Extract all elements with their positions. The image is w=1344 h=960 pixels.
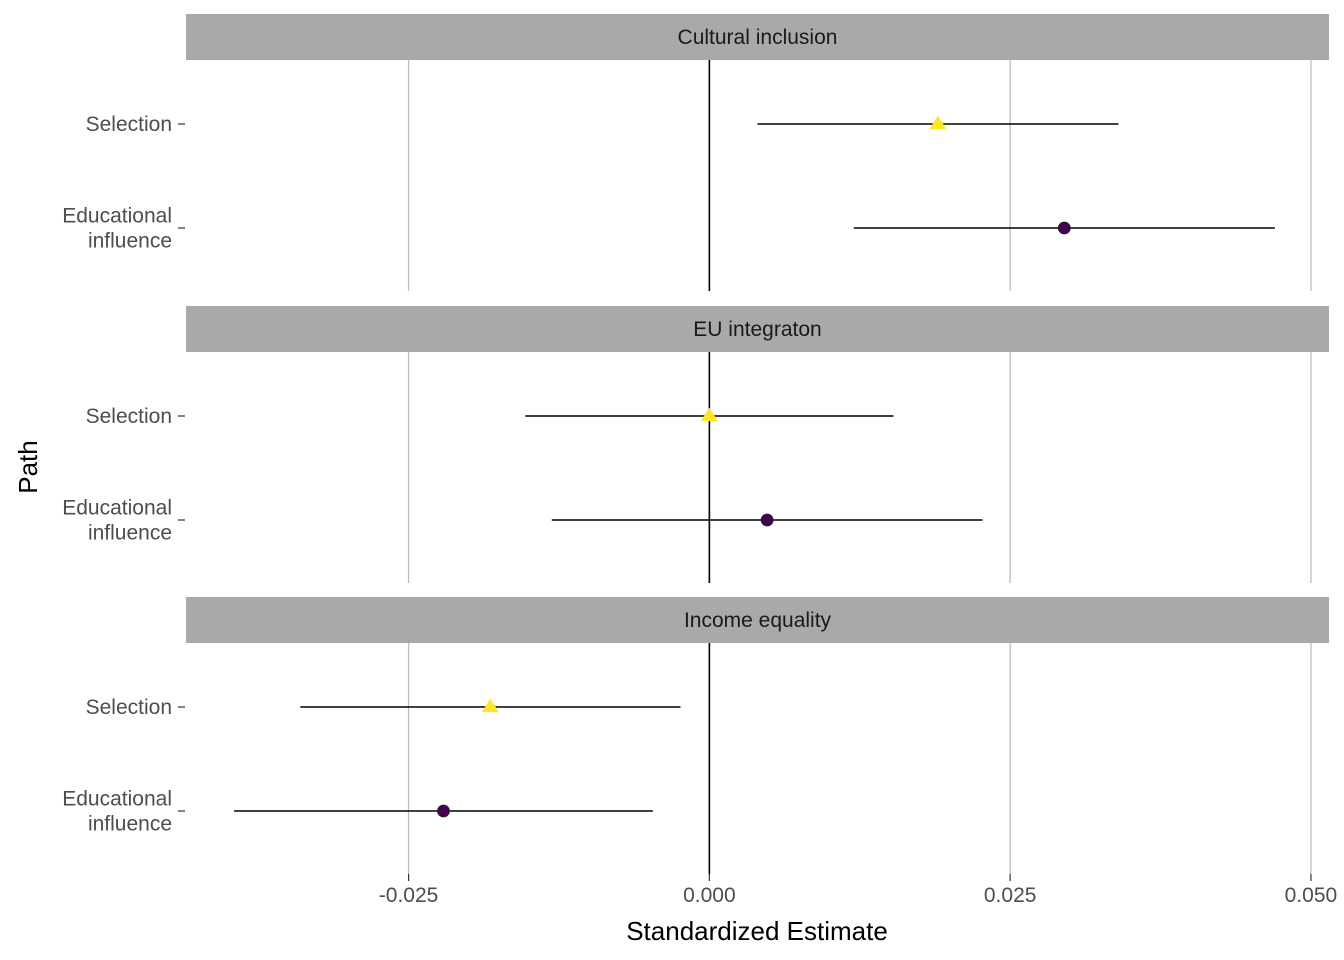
data-point-selection (700, 407, 718, 422)
y-axis-title: Path (13, 440, 43, 494)
y-tick-label: Selection (86, 113, 172, 136)
facet-panel: Cultural inclusion Selection Educational in… (62, 14, 1329, 291)
facet-strip (186, 306, 1329, 352)
data-point-educational-influence (437, 804, 450, 818)
x-tick-label: -0.025 (379, 884, 439, 907)
y-tick-label: Selection (86, 405, 172, 428)
data-point-educational-influence (760, 513, 774, 527)
facet-panel: EU integraton Selection Educational influen… (62, 306, 1329, 583)
x-axis-ticks: -0.025 0.000 0.025 0.050 (379, 874, 1337, 907)
x-axis-title: Standardized Estimate (626, 916, 888, 946)
facet-strip-title: Income equality (684, 609, 832, 632)
y-tick-label: Educational influence (62, 497, 172, 545)
y-tick-label: Educational influence (62, 205, 172, 253)
data-point-selection (929, 115, 947, 130)
y-tick-label: Selection (86, 696, 172, 719)
facet-strip (186, 597, 1329, 643)
x-tick-label: 0.000 (683, 884, 736, 907)
data-point-selection (481, 698, 499, 713)
y-tick-label: Educational influence (62, 788, 172, 836)
facet-strip-title: EU integraton (693, 318, 821, 341)
facet-strip-title: Cultural inclusion (678, 26, 838, 49)
facet-panel: Income equality Selection Educational influ… (62, 597, 1329, 874)
facet-panels: Cultural inclusion Selection Educational in… (62, 14, 1329, 874)
facet-strip (186, 14, 1329, 60)
x-tick-label: 0.050 (1285, 884, 1338, 907)
data-point-educational-influence (1057, 221, 1071, 235)
x-tick-label: 0.025 (984, 884, 1037, 907)
